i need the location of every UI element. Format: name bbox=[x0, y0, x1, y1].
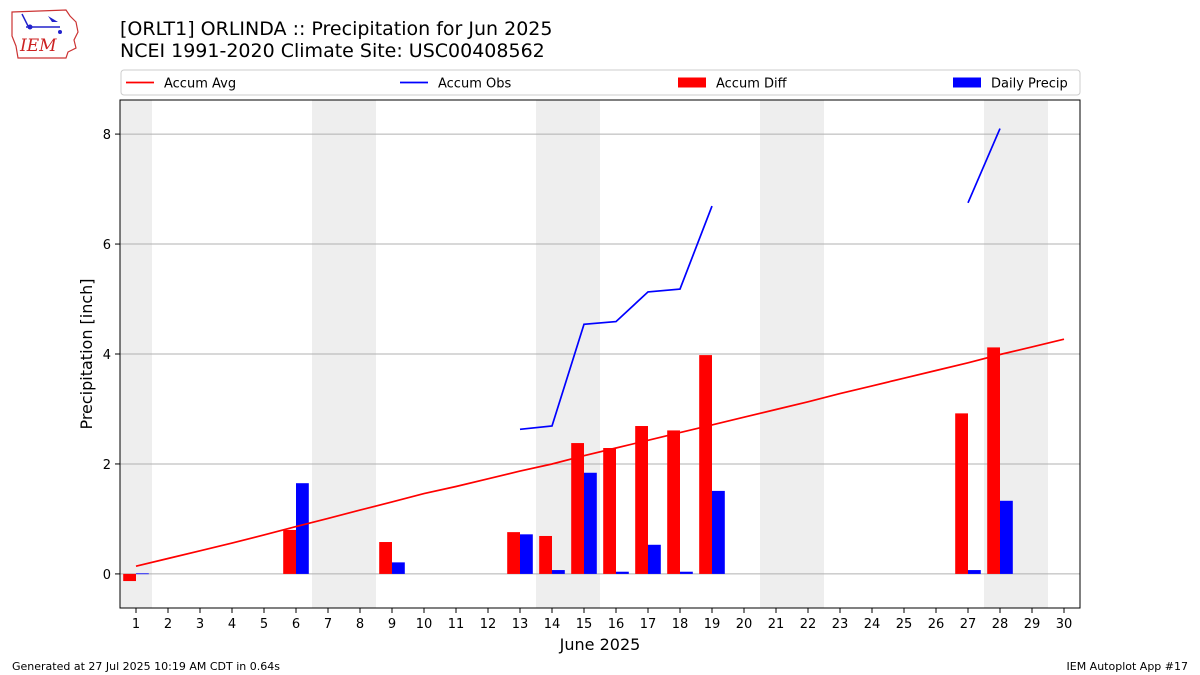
daily-precip-bar bbox=[648, 544, 661, 574]
accum-diff-bar bbox=[987, 347, 1000, 574]
accum-obs-line bbox=[519, 205, 713, 431]
daily-precip-bar bbox=[392, 562, 405, 574]
x-tick-label: 7 bbox=[324, 617, 332, 632]
accum-diff-bar bbox=[667, 430, 680, 574]
chart-subtitle: NCEI 1991-2020 Climate Site: USC00408562 bbox=[120, 40, 545, 62]
daily-precip-bar bbox=[680, 571, 693, 574]
x-tick-label: 19 bbox=[704, 617, 721, 632]
daily-precip-bar bbox=[584, 472, 597, 574]
y-tick-label: 4 bbox=[103, 348, 111, 363]
x-tick-label: 9 bbox=[388, 617, 396, 632]
accum-diff-bar bbox=[635, 426, 648, 574]
x-axis-label: June 2025 bbox=[559, 635, 641, 654]
x-tick-label: 5 bbox=[260, 617, 268, 632]
x-tick-label: 30 bbox=[1056, 617, 1073, 632]
x-tick-label: 18 bbox=[672, 617, 689, 632]
x-tick-label: 21 bbox=[768, 617, 785, 632]
logo-text: IEM bbox=[19, 36, 57, 56]
x-tick-label: 12 bbox=[480, 617, 497, 632]
x-tick-label: 26 bbox=[928, 617, 945, 632]
x-tick-label: 28 bbox=[992, 617, 1009, 632]
accum-avg-line bbox=[135, 338, 1065, 568]
x-tick-label: 17 bbox=[640, 617, 657, 632]
x-tick-label: 14 bbox=[544, 617, 561, 632]
legend-label: Accum Obs bbox=[438, 77, 511, 92]
generated-timestamp: Generated at 27 Jul 2025 10:19 AM CDT in… bbox=[12, 660, 280, 673]
x-tick-label: 20 bbox=[736, 617, 753, 632]
y-tick-label: 8 bbox=[103, 128, 111, 143]
accum-diff-bar bbox=[603, 448, 616, 574]
accum-obs-line bbox=[967, 128, 1001, 204]
accum-diff-bar bbox=[123, 573, 136, 582]
daily-precip-bar bbox=[520, 534, 533, 574]
daily-precip-bar bbox=[136, 573, 149, 575]
x-tick-label: 1 bbox=[132, 617, 140, 632]
daily-precip-bar bbox=[296, 483, 309, 574]
accum-diff-bar bbox=[539, 535, 552, 574]
accum-diff-bar bbox=[283, 529, 296, 574]
legend: Accum Avg Accum Obs Accum Diff Daily Precip bbox=[120, 69, 1081, 96]
y-tick-label: 6 bbox=[103, 238, 111, 253]
x-tick-label: 13 bbox=[512, 617, 529, 632]
x-tick-label: 15 bbox=[576, 617, 593, 632]
accum-diff-bar bbox=[507, 532, 520, 574]
x-tick-label: 11 bbox=[448, 617, 465, 632]
legend-bar-swatch bbox=[953, 77, 981, 88]
x-tick-label: 10 bbox=[416, 617, 433, 632]
x-tick-label: 2 bbox=[164, 617, 172, 632]
y-tick-label: 0 bbox=[103, 568, 111, 583]
legend-bar-swatch bbox=[678, 77, 706, 88]
weather-vane-icon bbox=[21, 13, 29, 27]
x-tick-label: 4 bbox=[228, 617, 236, 632]
daily-precip-bar bbox=[616, 571, 629, 574]
x-tick-label: 24 bbox=[864, 617, 881, 632]
y-axis-label: Precipitation [inch] bbox=[77, 278, 96, 429]
chart-title: [ORLT1] ORLINDA :: Precipitation for Jun… bbox=[120, 18, 553, 40]
iem-logo: IEM bbox=[11, 9, 79, 59]
legend-label: Accum Avg bbox=[164, 77, 236, 92]
legend-frame bbox=[120, 69, 1081, 96]
x-tick-label: 27 bbox=[960, 617, 977, 632]
app-label: IEM Autoplot App #17 bbox=[1066, 660, 1189, 673]
accum-diff-bar bbox=[571, 443, 584, 574]
daily-precip-bar bbox=[968, 570, 981, 574]
x-tick-label: 16 bbox=[608, 617, 625, 632]
x-tick-label: 8 bbox=[356, 617, 364, 632]
x-tick-label: 6 bbox=[292, 617, 300, 632]
daily-precip-bar bbox=[552, 570, 565, 574]
x-tick-label: 29 bbox=[1024, 617, 1041, 632]
x-tick-label: 3 bbox=[196, 617, 204, 632]
iowa-outline-icon bbox=[11, 9, 79, 59]
y-tick-label: 2 bbox=[103, 458, 111, 473]
daily-precip-bar bbox=[712, 490, 725, 574]
accum-diff-bar bbox=[379, 542, 392, 574]
legend-label: Daily Precip bbox=[991, 77, 1068, 92]
daily-precip-bar bbox=[1000, 500, 1013, 574]
x-tick-label: 25 bbox=[896, 617, 913, 632]
x-tick-label: 23 bbox=[832, 617, 849, 632]
accum-diff-bar bbox=[955, 413, 968, 574]
accum-diff-bar bbox=[699, 355, 712, 574]
x-tick-label: 22 bbox=[800, 617, 817, 632]
legend-label: Accum Diff bbox=[716, 77, 788, 92]
